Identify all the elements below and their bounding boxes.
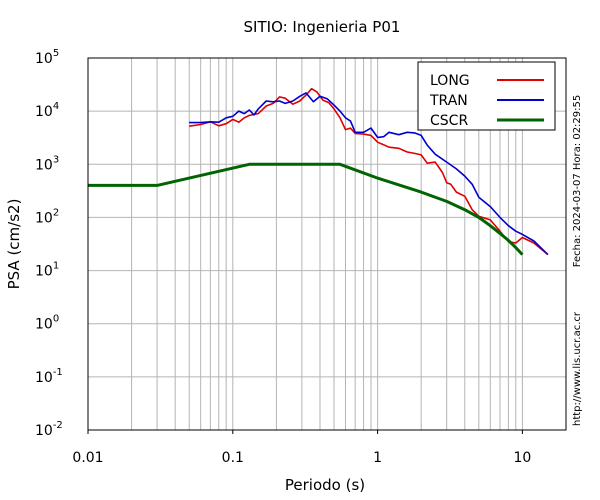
x-axis-label: Periodo (s)	[285, 476, 365, 494]
legend-label-cscr: CSCR	[430, 113, 468, 129]
y-tick-labels: 10-2 10-1 100 101 102 103 104 105	[35, 48, 63, 439]
y-axis-label: PSA (cm/s2)	[5, 199, 23, 290]
legend: LONG TRAN CSCR	[417, 61, 556, 131]
series-lines	[88, 87, 549, 256]
legend-label-long: LONG	[430, 73, 470, 89]
y-tick-label: 100	[35, 314, 59, 333]
x-tick-label: 0.1	[222, 450, 244, 466]
grid-lines	[88, 58, 566, 430]
y-tick-label: 101	[35, 261, 59, 280]
x-tick-label: 1	[373, 450, 382, 466]
chart-title: SITIO: Ingenieria P01	[244, 18, 401, 36]
legend-label-tran: TRAN	[429, 93, 468, 109]
y-tick-label: 10-1	[35, 367, 63, 386]
x-tick-labels: 0.01 0.1 1 10	[72, 430, 531, 466]
y-tick-label: 10-2	[35, 420, 63, 439]
y-tick-label: 104	[35, 101, 59, 120]
side-date-text: Fecha: 2024-03-07 Hora: 02:29:55	[572, 95, 583, 268]
series-line-tran	[189, 92, 549, 256]
series-line-long	[189, 87, 549, 256]
x-tick-label: 0.01	[72, 450, 103, 466]
plot-frame	[87, 57, 567, 431]
x-tick-label: 10	[513, 450, 531, 466]
y-tick-label: 102	[35, 207, 59, 226]
y-tick-label: 105	[35, 48, 59, 67]
y-tick-label: 103	[35, 154, 59, 173]
series-line-cscr	[88, 162, 524, 256]
side-url-text: http://www.lis.ucr.ac.cr	[572, 311, 583, 426]
